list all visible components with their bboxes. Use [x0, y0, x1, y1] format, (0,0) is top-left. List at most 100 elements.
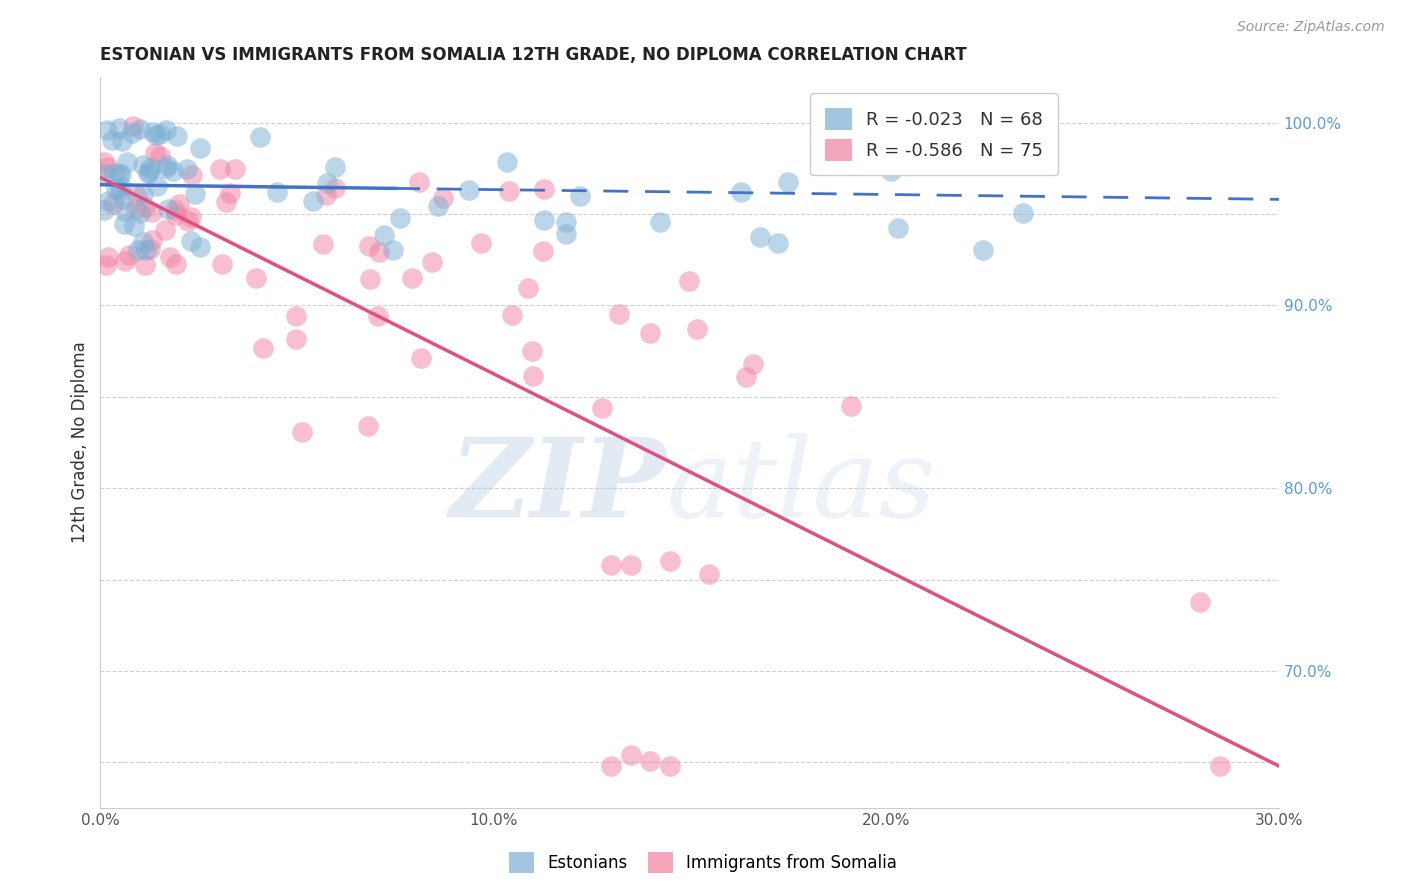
Point [112, 217, 135, 231]
Point [149, 149, 172, 163]
Point [569, 189, 592, 203]
Point [180, 234, 202, 248]
Point [159, 250, 181, 264]
Point [149, 127, 172, 141]
Point [121, 120, 143, 134]
Point [266, 185, 288, 199]
Point [157, 202, 180, 217]
Point [134, 258, 156, 272]
Point [600, 558, 623, 572]
Point [131, 158, 153, 172]
Point [555, 227, 578, 242]
Point [93, 168, 115, 182]
Point [498, 185, 520, 199]
Point [104, 182, 127, 196]
Point [659, 759, 682, 773]
Point [145, 128, 167, 143]
Point [748, 230, 770, 244]
Point [146, 178, 169, 193]
Point [155, 122, 177, 136]
Point [94, 258, 117, 272]
Point [607, 307, 630, 321]
Point [678, 274, 700, 288]
Point [121, 126, 143, 140]
Point [134, 201, 156, 215]
Point [153, 222, 176, 236]
Point [188, 141, 211, 155]
Point [315, 187, 337, 202]
Point [142, 125, 165, 139]
Point [302, 194, 325, 208]
Point [97, 251, 120, 265]
Point [620, 558, 643, 572]
Point [887, 221, 910, 235]
Point [401, 271, 423, 285]
Point [110, 167, 132, 181]
Point [103, 166, 125, 180]
Point [218, 186, 240, 200]
Point [129, 122, 152, 136]
Point [620, 747, 643, 762]
Point [972, 243, 994, 257]
Legend: R = -0.023   N = 68, R = -0.586   N = 75: R = -0.023 N = 68, R = -0.586 N = 75 [810, 94, 1057, 175]
Point [735, 370, 758, 384]
Point [311, 237, 333, 252]
Point [284, 310, 307, 324]
Point [316, 176, 339, 190]
Point [249, 129, 271, 144]
Point [432, 191, 454, 205]
Text: Source: ZipAtlas.com: Source: ZipAtlas.com [1237, 20, 1385, 34]
Point [389, 211, 412, 225]
Point [215, 194, 238, 209]
Text: atlas: atlas [666, 433, 936, 540]
Point [93, 155, 115, 169]
Point [357, 418, 380, 433]
Point [176, 213, 198, 227]
Point [101, 197, 124, 211]
Point [156, 158, 179, 172]
Point [685, 321, 707, 335]
Point [458, 183, 481, 197]
Point [122, 219, 145, 233]
Point [600, 759, 623, 773]
Point [132, 186, 155, 201]
Point [129, 206, 152, 220]
Point [209, 161, 232, 176]
Point [93, 202, 115, 217]
Point [211, 257, 233, 271]
Point [155, 161, 177, 176]
Point [141, 204, 163, 219]
Point [141, 233, 163, 247]
Point [139, 243, 162, 257]
Point [176, 161, 198, 176]
Point [97, 194, 120, 209]
Point [100, 133, 122, 147]
Point [742, 357, 765, 371]
Point [640, 754, 662, 768]
Point [516, 281, 538, 295]
Point [167, 196, 190, 211]
Point [367, 309, 389, 323]
Text: ESTONIAN VS IMMIGRANTS FROM SOMALIA 12TH GRADE, NO DIPLOMA CORRELATION CHART: ESTONIAN VS IMMIGRANTS FROM SOMALIA 12TH… [100, 46, 967, 64]
Point [108, 185, 131, 199]
Point [127, 243, 149, 257]
Point [180, 211, 202, 225]
Point [1011, 206, 1033, 220]
Point [373, 227, 395, 242]
Point [108, 167, 131, 181]
Point [323, 160, 346, 174]
Text: ZIP: ZIP [450, 433, 666, 540]
Point [357, 238, 380, 252]
Point [839, 399, 862, 413]
Point [697, 567, 720, 582]
Point [114, 203, 136, 218]
Point [245, 271, 267, 285]
Point [880, 163, 903, 178]
Point [115, 155, 138, 169]
Point [165, 202, 187, 217]
Point [166, 129, 188, 144]
Point [108, 121, 131, 136]
Point [96, 123, 118, 137]
Point [420, 254, 443, 268]
Point [110, 180, 132, 194]
